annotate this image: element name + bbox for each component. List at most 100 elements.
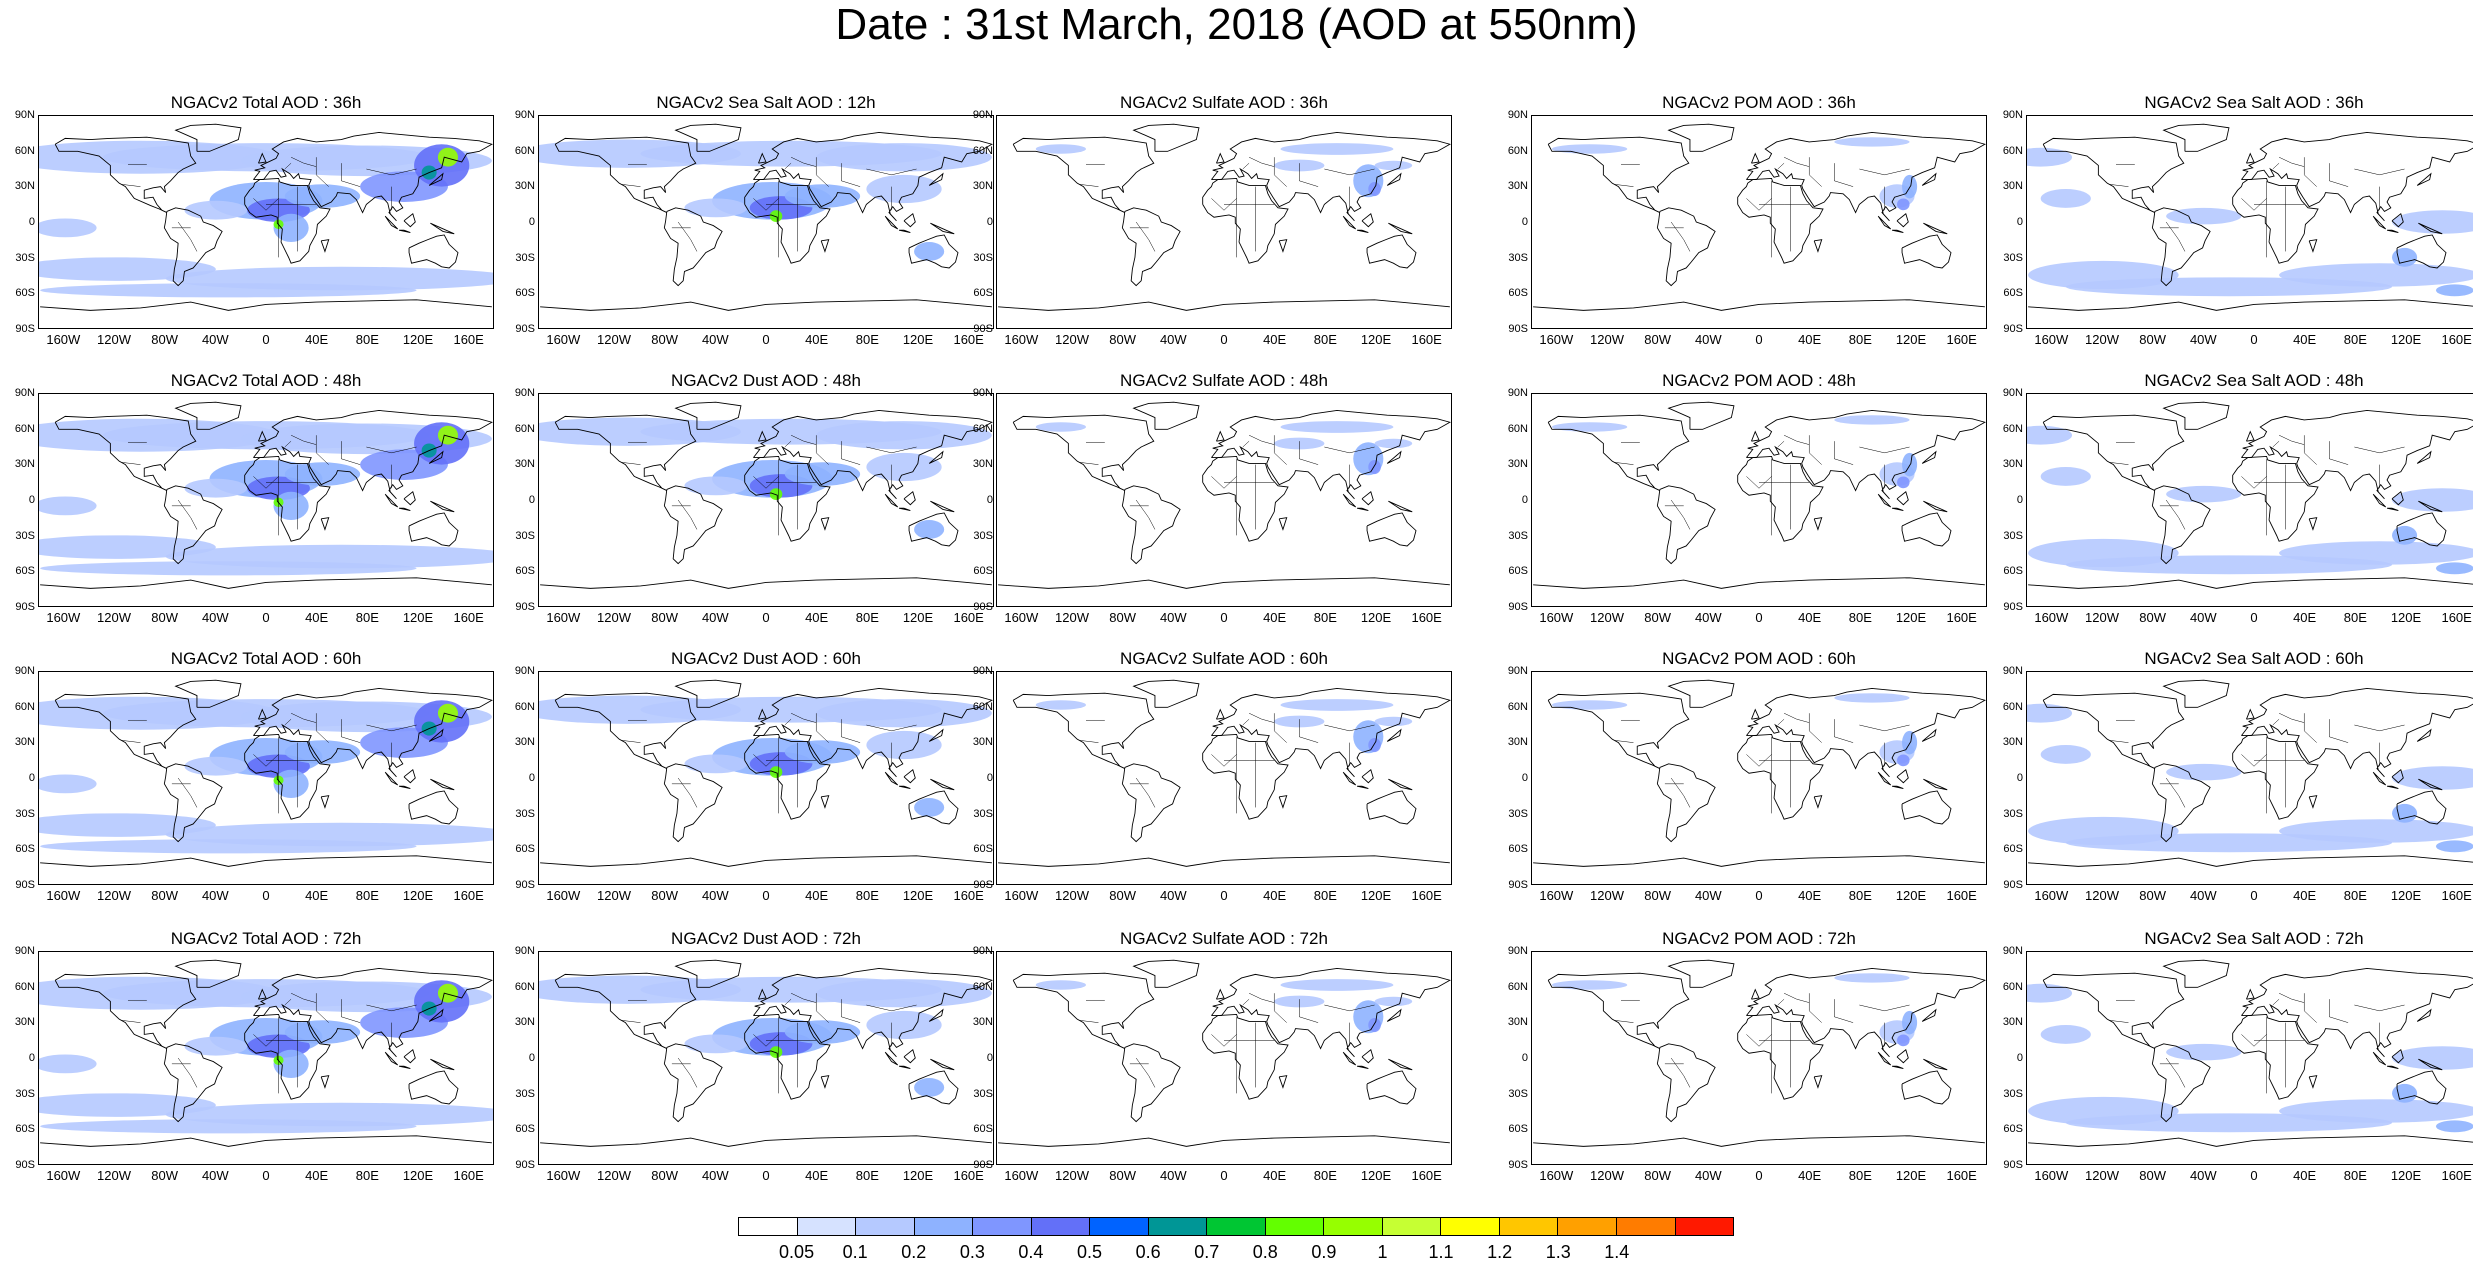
coastline — [753, 131, 993, 222]
coastline — [54, 136, 197, 213]
lat-label: 60N — [14, 422, 35, 435]
panel-title: NGACv2 POM AOD : 72h — [1662, 929, 1856, 948]
lon-label: 40W — [201, 888, 229, 903]
lon-label: 160E — [1411, 332, 1442, 347]
coastline — [1891, 229, 1904, 234]
colorbar-segment — [739, 1218, 798, 1235]
country-border — [2329, 719, 2349, 743]
lon-label: 80E — [1313, 888, 1337, 903]
lon-label: 160E — [953, 610, 984, 625]
lon-label: 120W — [1055, 610, 1089, 625]
lat-label: 60N — [514, 980, 535, 993]
coastline — [174, 123, 242, 152]
lat-label: 30N — [2002, 1016, 2023, 1029]
country-border — [341, 163, 361, 187]
lon-label: 160W — [1004, 1168, 1039, 1183]
lat-label: 60N — [972, 700, 993, 713]
lat-label: 30S — [515, 529, 535, 542]
country-border — [790, 992, 817, 1003]
lon-label: 80W — [2139, 610, 2167, 625]
aod-map — [2026, 951, 2473, 1165]
lat-label: 90N — [972, 665, 993, 677]
coastline — [1533, 1135, 1985, 1147]
coastline — [903, 769, 916, 784]
country-border — [1248, 434, 1275, 445]
world-map-svg — [2027, 123, 2473, 311]
lat-label: 90S — [1508, 879, 1528, 891]
coastline — [1813, 1075, 1823, 1089]
country-border — [2109, 1020, 2129, 1023]
lon-label: 80W — [2139, 888, 2167, 903]
aod-map — [38, 671, 494, 885]
panel-title: NGACv2 Sulfate AOD : 72h — [1120, 929, 1328, 948]
coastline — [398, 785, 411, 790]
coastline — [1132, 959, 1200, 988]
country-border — [2272, 162, 2280, 170]
country-border — [1783, 992, 1810, 1003]
lon-label: 40E — [805, 1168, 829, 1183]
lat-label: 90N — [972, 387, 993, 399]
country-border — [753, 754, 779, 767]
lon-label: 160E — [953, 1168, 984, 1183]
lon-label: 40E — [805, 332, 829, 347]
country-border — [1211, 476, 1237, 489]
aod-field — [1280, 699, 1394, 711]
country-border — [1324, 168, 1375, 176]
aod-field — [2040, 189, 2091, 208]
coastline — [1386, 172, 1402, 186]
country-border — [2241, 476, 2267, 489]
lon-label: 120E — [902, 332, 934, 347]
lon-label: 120W — [1590, 1168, 1624, 1183]
lon-label: 80E — [855, 888, 879, 903]
lon-label: 80W — [651, 610, 679, 625]
lon-label: 0 — [1220, 1168, 1228, 1183]
lat-label: 30S — [15, 807, 35, 820]
country-border — [2241, 1034, 2267, 1047]
aod-field — [437, 425, 458, 445]
lat-label: 60N — [514, 144, 535, 157]
coastline — [398, 1065, 411, 1070]
coastline — [663, 1043, 723, 1123]
lat-label: 30S — [973, 251, 993, 264]
country-border — [290, 712, 317, 723]
country-border — [2303, 435, 2317, 465]
coastline — [753, 687, 993, 778]
coastline — [1667, 401, 1735, 430]
aod-field — [273, 491, 309, 521]
country-border — [1079, 462, 1099, 465]
country-border — [1670, 499, 1691, 530]
coastline — [320, 1075, 330, 1089]
coastline — [1356, 785, 1369, 790]
aod-field — [1035, 422, 1086, 432]
lat-label: 90N — [14, 109, 35, 121]
aod-field — [866, 174, 942, 204]
aod-field — [273, 1049, 309, 1079]
lon-label: 160E — [1946, 332, 1977, 347]
lon-label: 160E — [1411, 888, 1442, 903]
coastline — [903, 213, 916, 228]
coastline — [1386, 728, 1402, 742]
lon-label: 120W — [97, 332, 131, 347]
aod-field — [39, 257, 216, 281]
coastline — [2418, 778, 2443, 791]
coastline — [898, 507, 911, 512]
country-border — [1777, 998, 1785, 1006]
country-border — [253, 1034, 279, 1047]
lon-label: 0 — [762, 1168, 770, 1183]
world-map-svg — [1533, 123, 1986, 311]
lat-label: 90N — [2002, 387, 2023, 399]
country-border — [2354, 724, 2405, 732]
lat-label: 90N — [14, 665, 35, 677]
aod-field — [1902, 174, 1918, 199]
coastline — [1211, 687, 1451, 778]
lon-label: 120E — [402, 332, 434, 347]
lat-label: 30S — [1508, 1087, 1528, 1100]
aod-field — [914, 520, 945, 539]
lon-label: 0 — [1755, 610, 1763, 625]
lon-label: 40E — [1263, 332, 1287, 347]
lat-label: 30N — [1507, 458, 1528, 471]
coastline — [1813, 795, 1823, 809]
lon-label: 40E — [1263, 610, 1287, 625]
coastline — [1202, 1013, 1289, 1100]
lat-label: 90S — [15, 323, 35, 335]
